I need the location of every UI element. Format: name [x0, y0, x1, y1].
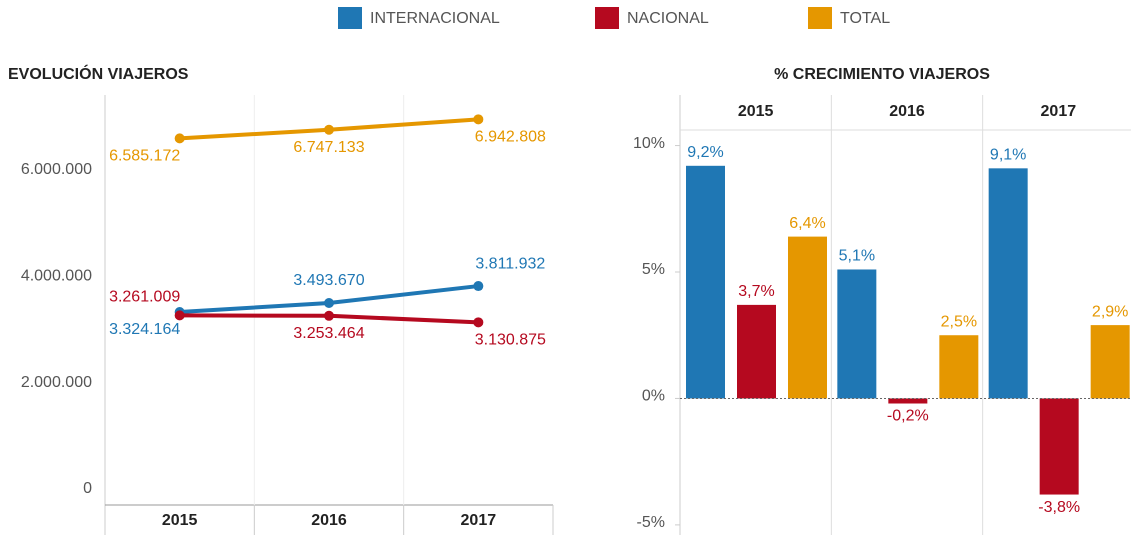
legend-label: NACIONAL: [627, 10, 709, 27]
column-header: 2016: [889, 103, 925, 120]
data-label: 2,9%: [1092, 303, 1128, 320]
data-label: 6,4%: [789, 215, 825, 232]
data-label: 3.324.164: [109, 321, 180, 338]
x-tick-label: 2016: [311, 512, 347, 529]
data-label: 3.493.670: [293, 272, 364, 289]
bar: [988, 168, 1028, 399]
x-tick-label: 2015: [162, 512, 198, 529]
data-label: 5,1%: [839, 248, 875, 265]
point: [174, 133, 185, 144]
point: [174, 310, 185, 321]
data-label: 3,7%: [738, 283, 774, 300]
bar: [1090, 325, 1130, 399]
legend-swatch: [595, 7, 619, 29]
y-tick-label: 4.000.000: [21, 267, 92, 284]
data-label: 3.130.875: [475, 332, 546, 349]
data-label: 2,5%: [941, 313, 977, 330]
legend-label: TOTAL: [840, 10, 890, 27]
data-label: 6.747.133: [293, 139, 364, 156]
bar: [837, 269, 877, 399]
y-tick-label: 2.000.000: [21, 374, 92, 391]
bar: [788, 236, 827, 399]
y-tick-label: 0: [83, 480, 92, 497]
point: [473, 317, 484, 328]
x-tick-label: 2017: [461, 512, 497, 529]
data-label: 9,2%: [687, 144, 723, 161]
legend-swatch: [808, 7, 832, 29]
point: [324, 297, 334, 308]
y-tick-label: 0%: [642, 388, 665, 405]
y-tick-label: 6.000.000: [21, 161, 92, 178]
point: [324, 124, 334, 135]
bar: [939, 335, 979, 399]
column-header: 2015: [738, 103, 774, 120]
chart-title: EVOLUCIÓN VIAJEROS: [8, 64, 189, 83]
data-label: 3.253.464: [293, 325, 364, 342]
column-header: 2017: [1041, 103, 1077, 120]
data-label: 3.811.932: [475, 255, 545, 272]
bar: [686, 165, 725, 399]
data-label: 6.585.172: [109, 148, 180, 165]
point: [473, 114, 484, 125]
y-tick-label: -5%: [637, 514, 665, 531]
legend-label: INTERNACIONAL: [370, 10, 500, 27]
y-tick-label: 10%: [633, 135, 665, 152]
data-label: -0,2%: [887, 408, 929, 425]
point: [324, 310, 334, 321]
bar: [1039, 398, 1079, 495]
point: [473, 281, 484, 292]
data-label: 3.261.009: [109, 289, 180, 306]
chart-title: % CRECIMIENTO VIAJEROS: [774, 66, 990, 83]
bar: [888, 398, 928, 404]
legend-swatch: [338, 7, 362, 29]
data-label: -3,8%: [1038, 499, 1080, 516]
data-label: 9,1%: [990, 147, 1026, 164]
data-label: 6.942.808: [475, 129, 546, 146]
y-tick-label: 5%: [642, 261, 665, 278]
bar: [737, 304, 776, 399]
